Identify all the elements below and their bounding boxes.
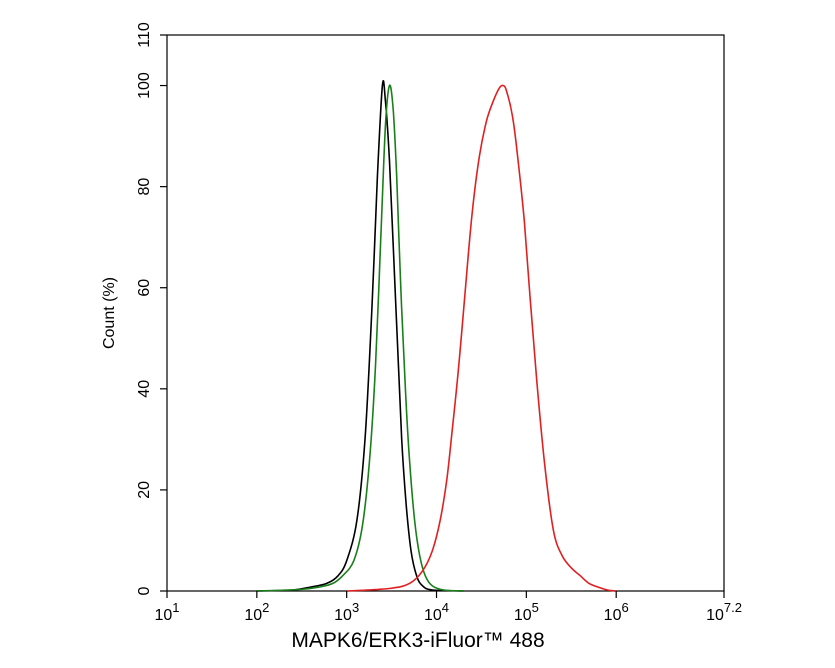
x-axis-label: MAPK6/ERK3-iFluor™ 488 xyxy=(291,629,544,652)
x-tick-label: 104 xyxy=(424,600,449,624)
x-tick-label: 101 xyxy=(154,600,179,624)
y-tick-label: 100 xyxy=(136,72,153,99)
y-tick-label: 60 xyxy=(136,279,153,297)
y-tick-label: 40 xyxy=(136,380,153,398)
x-tick-label: 106 xyxy=(604,600,629,624)
y-tick-label: 110 xyxy=(136,22,153,48)
series-line-2 xyxy=(256,84,464,592)
series-line-1 xyxy=(256,79,464,592)
plot-frame xyxy=(166,34,725,592)
y-tick-label: 80 xyxy=(136,178,153,196)
x-tick-label: 102 xyxy=(244,600,269,624)
series-line-3 xyxy=(346,84,617,592)
x-tick-label: 107.2 xyxy=(706,600,742,624)
y-axis: 0 20 40 60 80 100 110 xyxy=(136,22,167,595)
x-tick-label: 103 xyxy=(334,600,359,624)
y-tick-label: 0 xyxy=(136,586,153,595)
series-layer xyxy=(256,79,617,592)
x-tick-label: 105 xyxy=(514,600,539,624)
x-axis: 101 102 103 104 105 106 107.2 xyxy=(154,591,742,624)
y-tick-label: 20 xyxy=(136,481,153,499)
y-axis-label: Count (%) xyxy=(101,277,118,349)
